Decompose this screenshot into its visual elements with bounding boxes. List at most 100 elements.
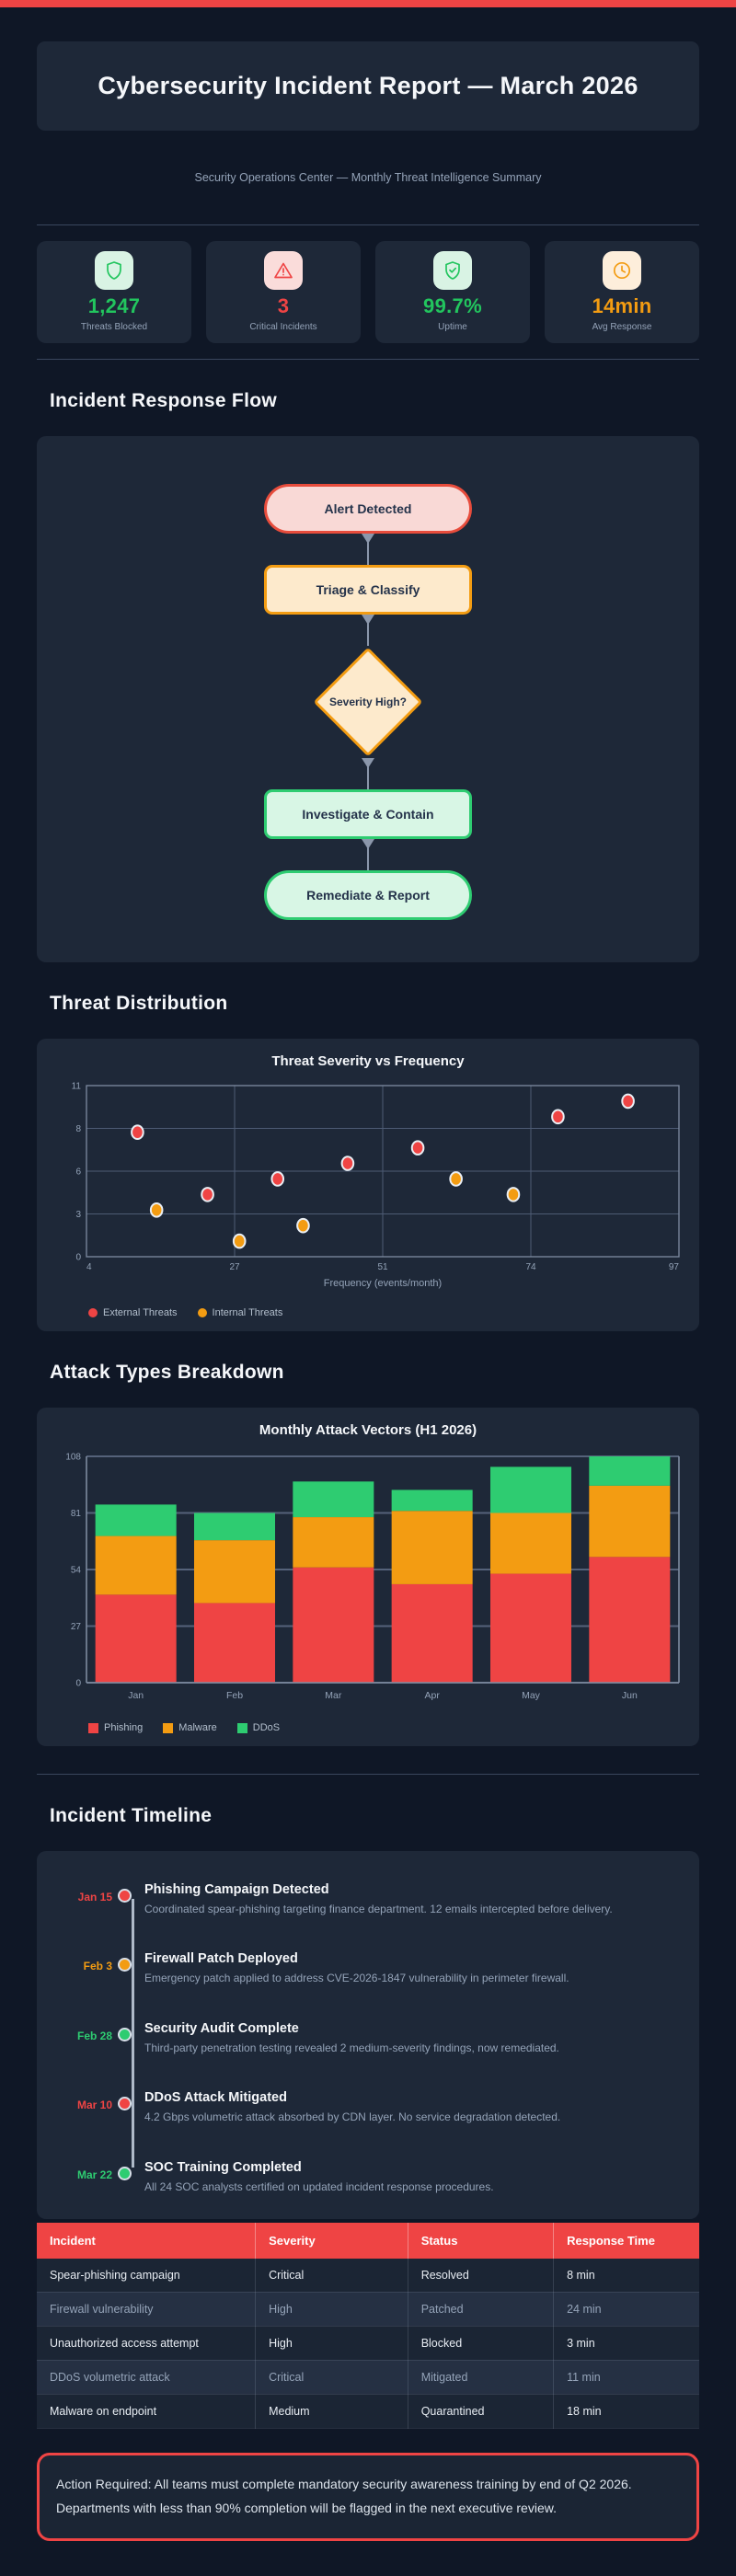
table-row: Spear-phishing campaign Critical Resolve… xyxy=(37,2258,699,2293)
cell-status: Blocked xyxy=(408,2326,555,2361)
timeline-event-description: Third-party penetration testing revealed… xyxy=(144,2041,559,2054)
svg-text:54: 54 xyxy=(71,1566,82,1576)
cell-incident: Unauthorized access attempt xyxy=(37,2326,257,2361)
timeline-event-title: Phishing Campaign Detected xyxy=(144,1882,329,1897)
scatter-legend: External Threats Internal Threats xyxy=(50,1307,686,1318)
timeline-event-title: DDoS Attack Mitigated xyxy=(144,2090,287,2106)
cell-severity: High xyxy=(255,2326,408,2361)
bar-legend: Phishing Malware DDoS xyxy=(50,1722,686,1733)
table-row: Firewall vulnerability High Patched 24 m… xyxy=(37,2292,699,2327)
cell-severity: Critical xyxy=(255,2258,408,2293)
monthly-attack-vectors-bar-chart: 0 27 54 81 108 Jan Feb Mar Apr May Jun xyxy=(65,1453,680,1701)
timeline-dot xyxy=(118,2027,132,2041)
flow-arrow-down xyxy=(367,615,369,646)
table-row: DDoS volumetric attack Critical Mitigate… xyxy=(37,2360,699,2395)
timeline-entry: Mar 22 SOC Training Completed All 24 SOC… xyxy=(37,2160,675,2195)
column-header-incident: Incident xyxy=(37,2222,257,2259)
svg-text:Jun: Jun xyxy=(622,1690,638,1701)
section-heading-flow: Incident Response Flow xyxy=(50,390,277,411)
legend-label: Malware xyxy=(178,1722,217,1733)
section-heading-timeline: Incident Timeline xyxy=(50,1805,213,1826)
page-title: Cybersecurity Incident Report — March 20… xyxy=(98,72,638,99)
timeline-dot xyxy=(118,1958,132,1972)
flow-node-remediate-report: Remediate & Report xyxy=(264,870,472,920)
timeline-entry: Mar 10 DDoS Attack Mitigated 4.2 Gbps vo… xyxy=(37,2090,675,2125)
timeline-dot xyxy=(118,1889,132,1903)
table-row: Malware on endpoint Medium Quarantined 1… xyxy=(37,2394,699,2429)
svg-text:6: 6 xyxy=(75,1167,81,1178)
report-title-card: Cybersecurity Incident Report — March 20… xyxy=(37,41,699,131)
table-header-row: Incident Severity Status Response Time xyxy=(37,2222,699,2259)
cell-severity: Medium xyxy=(255,2394,408,2429)
timeline-vertical-line xyxy=(132,1899,134,2168)
stat-card-uptime: 99.7% Uptime xyxy=(375,241,530,343)
cell-status: Patched xyxy=(408,2292,555,2327)
svg-text:0: 0 xyxy=(75,1679,81,1689)
timeline-entry: Feb 28 Security Audit Complete Third-par… xyxy=(37,2021,675,2056)
stat-card-critical-incidents: 3 Critical Incidents xyxy=(206,241,361,343)
legend-label: Phishing xyxy=(104,1722,144,1733)
legend-item-external-threats: External Threats xyxy=(88,1307,178,1318)
timeline-event-title: Security Audit Complete xyxy=(144,2020,299,2036)
stat-value: 1,247 xyxy=(87,294,141,317)
flow-node-triage-classify: Triage & Classify xyxy=(264,565,472,615)
legend-swatch xyxy=(236,1722,247,1733)
threat-severity-scatter-plot: 0 3 6 8 11 4 27 51 74 97 Frequency (events/month) xyxy=(72,1082,680,1289)
clock-icon xyxy=(603,251,641,290)
timeline-date: Feb 28 xyxy=(76,2029,112,2042)
stat-card-avg-response: 14min Avg Response xyxy=(545,241,699,343)
svg-text:27: 27 xyxy=(229,1262,240,1272)
svg-text:97: 97 xyxy=(669,1262,680,1272)
action-required-callout: Action Required: All teams must complete… xyxy=(37,2452,699,2541)
timeline-date: Mar 22 xyxy=(76,2168,112,2181)
timeline-event-description: 4.2 Gbps volumetric attack absorbed by C… xyxy=(144,2110,561,2124)
timeline-event-title: SOC Training Completed xyxy=(144,2159,302,2175)
cell-response-time: 3 min xyxy=(553,2326,699,2361)
cell-response-time: 24 min xyxy=(553,2292,699,2327)
flow-node-alert-detected: Alert Detected xyxy=(264,484,472,534)
cell-severity: Critical xyxy=(255,2360,408,2395)
incident-summary-table: Incident Severity Status Response Time S… xyxy=(37,2222,699,2429)
flow-node-investigate-contain: Investigate & Contain xyxy=(264,789,472,839)
incident-timeline: Jan 15 Phishing Campaign Detected Coordi… xyxy=(37,1851,699,2219)
stat-card-threats-blocked: 1,247 Threats Blocked xyxy=(37,241,191,343)
scatter-chart-card: Threat Severity vs Frequency 0 3 6 8 11 4 27 51… xyxy=(37,1039,699,1331)
flow-node-severity-decision: Severity High? xyxy=(308,646,428,758)
cell-response-time: 18 min xyxy=(553,2394,699,2429)
accent-top-bar xyxy=(0,0,736,7)
divider xyxy=(37,224,699,225)
cell-incident: Malware on endpoint xyxy=(37,2394,257,2429)
bar-chart-title: Monthly Attack Vectors (H1 2026) xyxy=(259,1422,477,1438)
svg-text:May: May xyxy=(522,1690,541,1701)
stats-row: 1,247 Threats Blocked 3 Critical Inciden… xyxy=(37,241,699,343)
flow-arrow-down xyxy=(367,534,369,565)
timeline-date: Feb 3 xyxy=(83,1960,112,1973)
svg-text:81: 81 xyxy=(71,1509,82,1519)
incident-response-flowchart: Alert Detected Triage & Classify Severit… xyxy=(37,436,699,962)
timeline-entry: Feb 3 Firewall Patch Deployed Emergency … xyxy=(37,1951,675,1986)
cell-status: Quarantined xyxy=(408,2394,555,2429)
divider xyxy=(37,1774,699,1775)
table-row: Unauthorized access attempt High Blocked… xyxy=(37,2326,699,2361)
section-heading-attack-types: Attack Types Breakdown xyxy=(50,1362,284,1383)
cell-severity: High xyxy=(255,2292,408,2327)
stat-label: Avg Response xyxy=(592,322,652,332)
decision-label: Severity High? xyxy=(328,696,408,708)
cell-incident: DDoS volumetric attack xyxy=(37,2360,257,2395)
cell-incident: Spear-phishing campaign xyxy=(37,2258,257,2293)
stat-value: 99.7% xyxy=(423,294,482,317)
svg-text:11: 11 xyxy=(72,1082,82,1092)
svg-text:27: 27 xyxy=(71,1622,82,1632)
stat-label: Uptime xyxy=(438,322,467,332)
legend-item-ddos: DDoS xyxy=(236,1722,280,1733)
svg-text:Jan: Jan xyxy=(128,1690,144,1701)
shield-check-icon xyxy=(433,251,472,290)
timeline-date: Jan 15 xyxy=(77,1891,112,1903)
shield-icon xyxy=(95,251,133,290)
svg-text:Apr: Apr xyxy=(424,1690,440,1701)
legend-swatch xyxy=(197,1308,207,1317)
stat-label: Threats Blocked xyxy=(80,322,148,332)
legend-swatch xyxy=(163,1722,174,1733)
scatter-chart-title: Threat Severity vs Frequency xyxy=(271,1053,465,1069)
svg-text:8: 8 xyxy=(75,1124,81,1134)
